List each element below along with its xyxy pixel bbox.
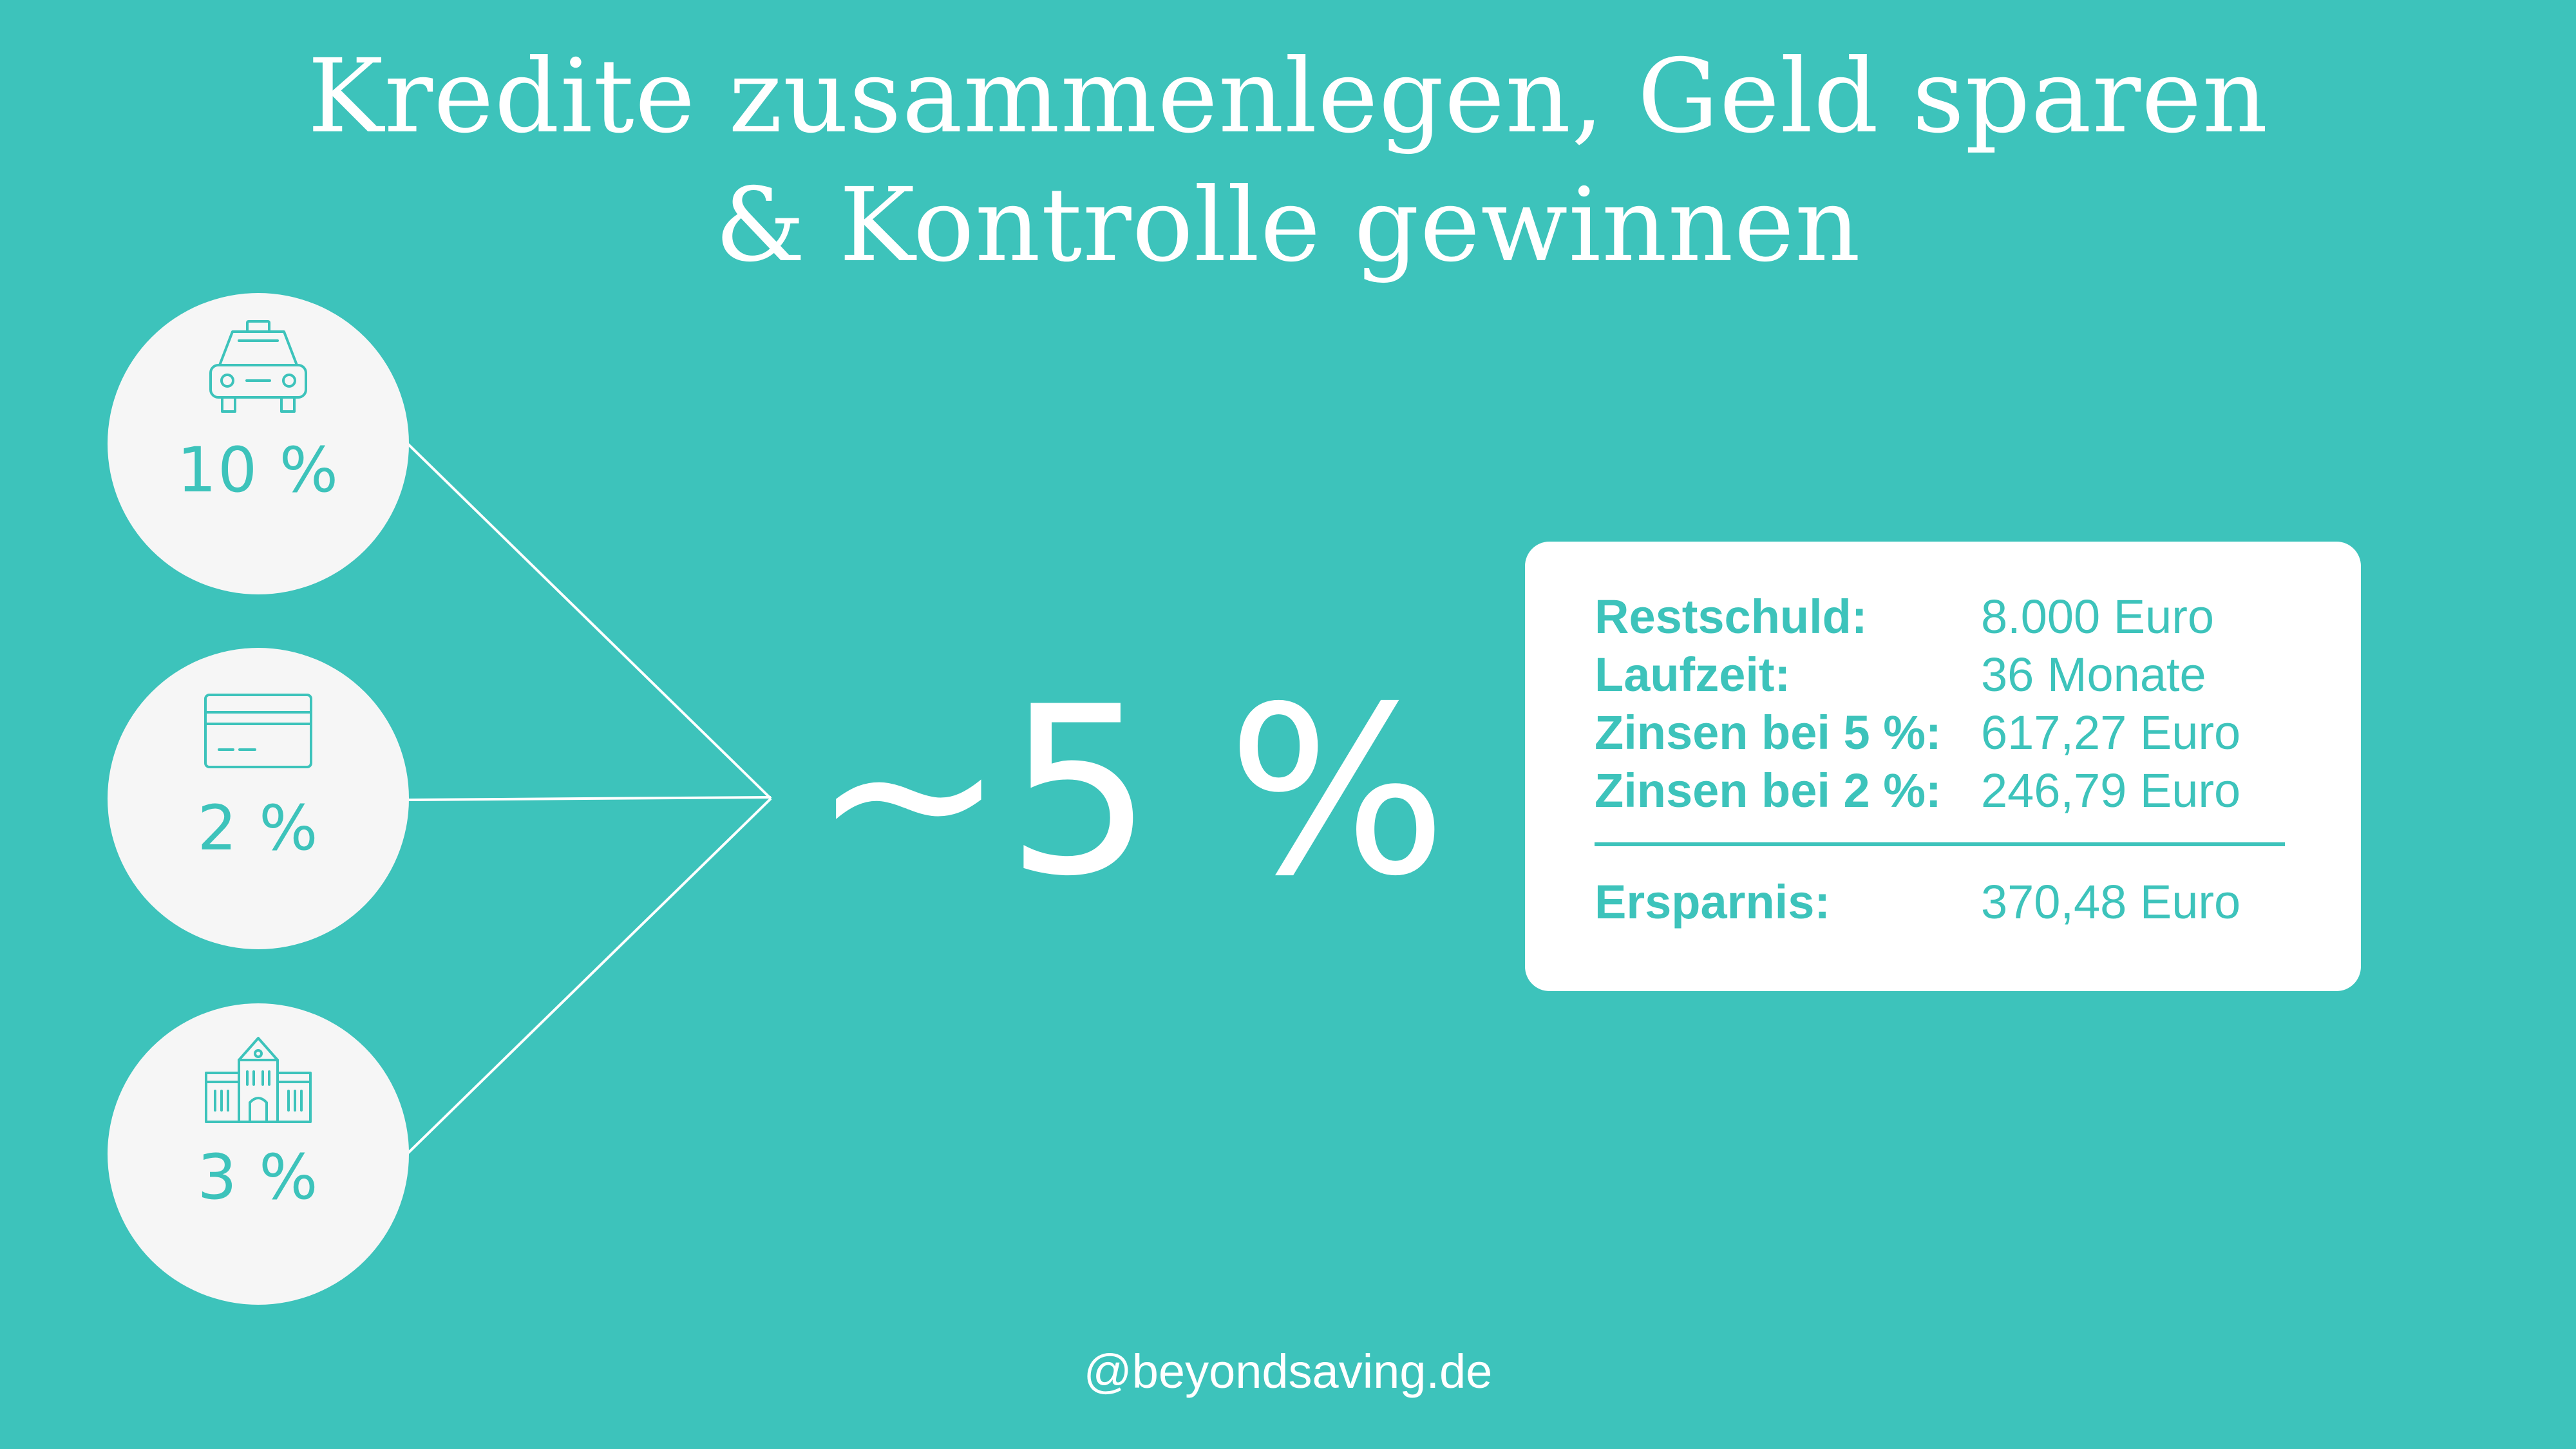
connector-line-card xyxy=(406,796,772,801)
summary-value: 8.000 Euro xyxy=(1981,590,2215,643)
car-icon xyxy=(108,319,409,415)
summary-row-laufzeit: Laufzeit: 36 Monate xyxy=(1595,646,2303,704)
summary-total-label: Ersparnis: xyxy=(1595,875,1831,929)
title-line-1: Kredite zusammenlegen, Geld sparen xyxy=(307,37,2269,156)
footer-handle: @beyondsaving.de xyxy=(1083,1345,1493,1398)
summary-label: Zinsen bei 2 %: xyxy=(1595,764,1942,817)
title-line-2: & Kontrolle gewinnen xyxy=(715,166,1861,285)
credit-card-icon xyxy=(108,693,409,770)
summary-label: Laufzeit: xyxy=(1595,648,1791,701)
loan-circle-car: 10 % xyxy=(108,293,409,594)
loan-circle-building: 3 % xyxy=(108,1003,409,1305)
summary-row-ersparnis: Ersparnis: 370,48 Euro xyxy=(1595,873,2303,931)
summary-total-value: 370,48 Euro xyxy=(1981,875,2241,929)
savings-summary-card: Restschuld: 8.000 Euro Laufzeit: 36 Mona… xyxy=(1525,542,2361,991)
connector-line-car xyxy=(406,442,772,800)
page-title: Kredite zusammenlegen, Geld sparen & Kon… xyxy=(0,32,2576,290)
combined-rate: ~5 % xyxy=(811,657,1448,927)
loan-rate-building: 3 % xyxy=(197,1141,319,1213)
loan-rate-car: 10 % xyxy=(177,434,339,506)
summary-label: Restschuld: xyxy=(1595,590,1868,643)
summary-row-zinsen-5: Zinsen bei 5 %: 617,27 Euro xyxy=(1595,704,2303,762)
summary-divider xyxy=(1595,842,2285,846)
summary-value: 36 Monate xyxy=(1981,648,2206,701)
summary-row-restschuld: Restschuld: 8.000 Euro xyxy=(1595,588,2303,646)
summary-value: 246,79 Euro xyxy=(1981,764,2241,817)
loan-rate-card: 2 % xyxy=(197,792,319,864)
summary-row-zinsen-2: Zinsen bei 2 %: 246,79 Euro xyxy=(1595,762,2303,820)
connector-line-building xyxy=(406,797,772,1155)
building-icon xyxy=(108,1034,409,1124)
loan-circle-card: 2 % xyxy=(108,648,409,949)
summary-label: Zinsen bei 5 %: xyxy=(1595,706,1942,759)
summary-value: 617,27 Euro xyxy=(1981,706,2241,759)
